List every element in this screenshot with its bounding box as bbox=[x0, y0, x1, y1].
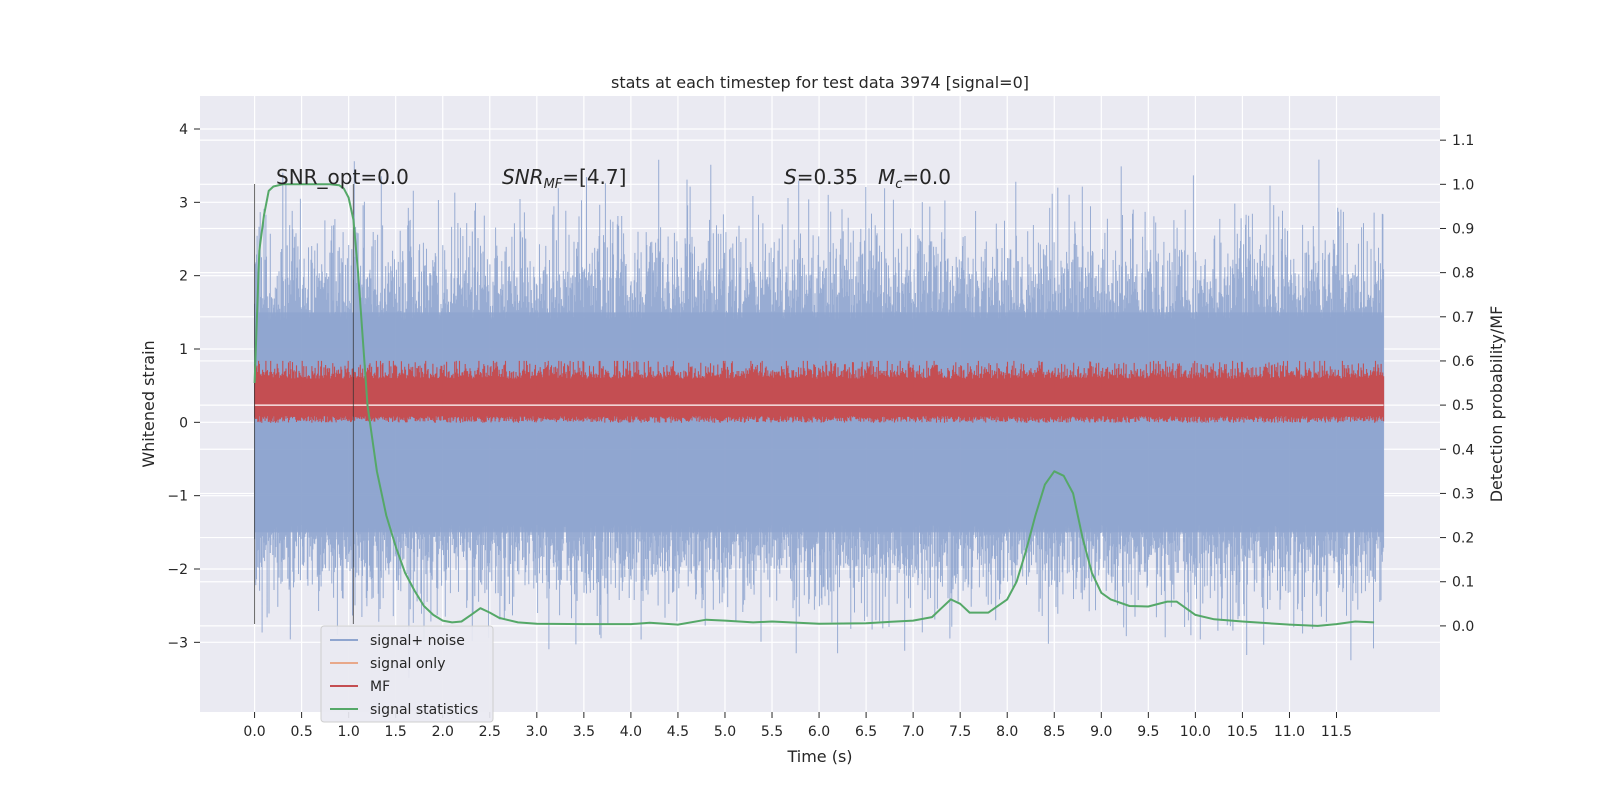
y-left-tick-label: −1 bbox=[167, 489, 188, 505]
x-tick-label: 7.0 bbox=[902, 724, 924, 740]
legend-label-signal-statistics: signal statistics bbox=[370, 702, 478, 718]
y-right-tick-label: 0.6 bbox=[1452, 354, 1474, 370]
legend: signal+ noise signal only MF signal stat… bbox=[320, 625, 494, 723]
y-axis-left-title: Whitened strain bbox=[139, 340, 158, 467]
x-tick-label: 8.5 bbox=[1043, 724, 1065, 740]
x-tick-label: 5.5 bbox=[761, 724, 783, 740]
x-tick-label: 3.5 bbox=[573, 724, 595, 740]
y-right-tick-label: 0.4 bbox=[1452, 442, 1474, 458]
y-left-tick-label: 2 bbox=[179, 269, 188, 285]
series-signal-statistics bbox=[253, 183, 1375, 627]
y-left-tick-label: 4 bbox=[179, 122, 188, 138]
x-tick-label: 5.0 bbox=[714, 724, 736, 740]
y-right-tick-label: 0.8 bbox=[1452, 266, 1474, 282]
y-right-tick-label: 1.0 bbox=[1452, 177, 1474, 193]
x-axis-ticks: 0.0 0.5 1.0 1.5 2.0 2.5 3.0 3.5 4.0 4.5 5.0 5.5 6.0 6… bbox=[243, 712, 1352, 740]
x-tick-label: 11.0 bbox=[1274, 724, 1305, 740]
annotation-s: S=0.35 bbox=[784, 165, 858, 189]
y-right-tick-label: 0.3 bbox=[1452, 486, 1474, 502]
x-tick-label: 9.5 bbox=[1137, 724, 1159, 740]
x-tick-label: 4.0 bbox=[620, 724, 642, 740]
x-tick-label: 3.0 bbox=[526, 724, 548, 740]
y-axis-right-title: Detection probability/MF bbox=[1487, 306, 1506, 503]
signal-statistics-line bbox=[253, 183, 1375, 627]
x-axis-title: Time (s) bbox=[786, 747, 852, 766]
legend-label-mf: MF bbox=[370, 679, 390, 695]
y-right-tick-label: 0.5 bbox=[1452, 398, 1474, 414]
x-tick-label: 2.0 bbox=[432, 724, 454, 740]
legend-box bbox=[320, 625, 494, 723]
x-tick-label: 2.5 bbox=[479, 724, 501, 740]
legend-label-signal-only: signal only bbox=[370, 656, 445, 672]
y-right-tick-label: 0.0 bbox=[1452, 619, 1474, 635]
annotation-snr-mf: SNRMF=[4.7] bbox=[502, 165, 626, 192]
x-tick-label: 11.5 bbox=[1321, 724, 1352, 740]
x-tick-label: 4.5 bbox=[667, 724, 689, 740]
x-tick-label: 6.0 bbox=[808, 724, 830, 740]
y-left-tick-label: −3 bbox=[167, 635, 188, 651]
x-tick-label: 8.0 bbox=[996, 724, 1018, 740]
x-tick-label: 7.5 bbox=[949, 724, 971, 740]
series-mf bbox=[254, 360, 1385, 423]
annotation-mc: Mc=0.0 bbox=[878, 165, 951, 192]
vertical-markers bbox=[254, 184, 354, 624]
annotation-snr-opt: SNR_opt=0.0 bbox=[276, 165, 409, 189]
y-left-tick-label: −2 bbox=[167, 562, 188, 578]
x-tick-label: 1.0 bbox=[338, 724, 360, 740]
y-left-tick-label: 0 bbox=[179, 415, 188, 431]
y-right-tick-label: 1.1 bbox=[1452, 133, 1474, 149]
legend-label-signal-noise: signal+ noise bbox=[370, 633, 465, 649]
y-axis-left-ticks: 4 3 2 1 0 −1 −2 −3 bbox=[167, 122, 200, 651]
y-left-tick-label: 3 bbox=[179, 195, 188, 211]
x-tick-label: 9.0 bbox=[1090, 724, 1112, 740]
y-left-tick-label: 1 bbox=[179, 342, 188, 358]
x-tick-label: 10.0 bbox=[1180, 724, 1211, 740]
y-right-tick-label: 0.9 bbox=[1452, 221, 1474, 237]
y-right-tick-label: 0.1 bbox=[1452, 575, 1474, 591]
x-tick-label: 6.5 bbox=[855, 724, 877, 740]
chart-title: stats at each timestep for test data 397… bbox=[611, 73, 1029, 92]
x-tick-label: 0.0 bbox=[243, 724, 265, 740]
y-right-tick-label: 0.2 bbox=[1452, 531, 1474, 547]
x-tick-label: 1.5 bbox=[385, 724, 407, 740]
x-tick-label: 10.5 bbox=[1227, 724, 1258, 740]
y-right-tick-label: 0.7 bbox=[1452, 310, 1474, 326]
series-signal-noise bbox=[254, 159, 1385, 678]
y-axis-right-ticks: 1.1 1.0 0.9 0.8 0.7 0.6 0.5 0.4 0.3 0.2 0.1 0.0 bbox=[1440, 133, 1474, 635]
x-tick-label: 0.5 bbox=[290, 724, 312, 740]
